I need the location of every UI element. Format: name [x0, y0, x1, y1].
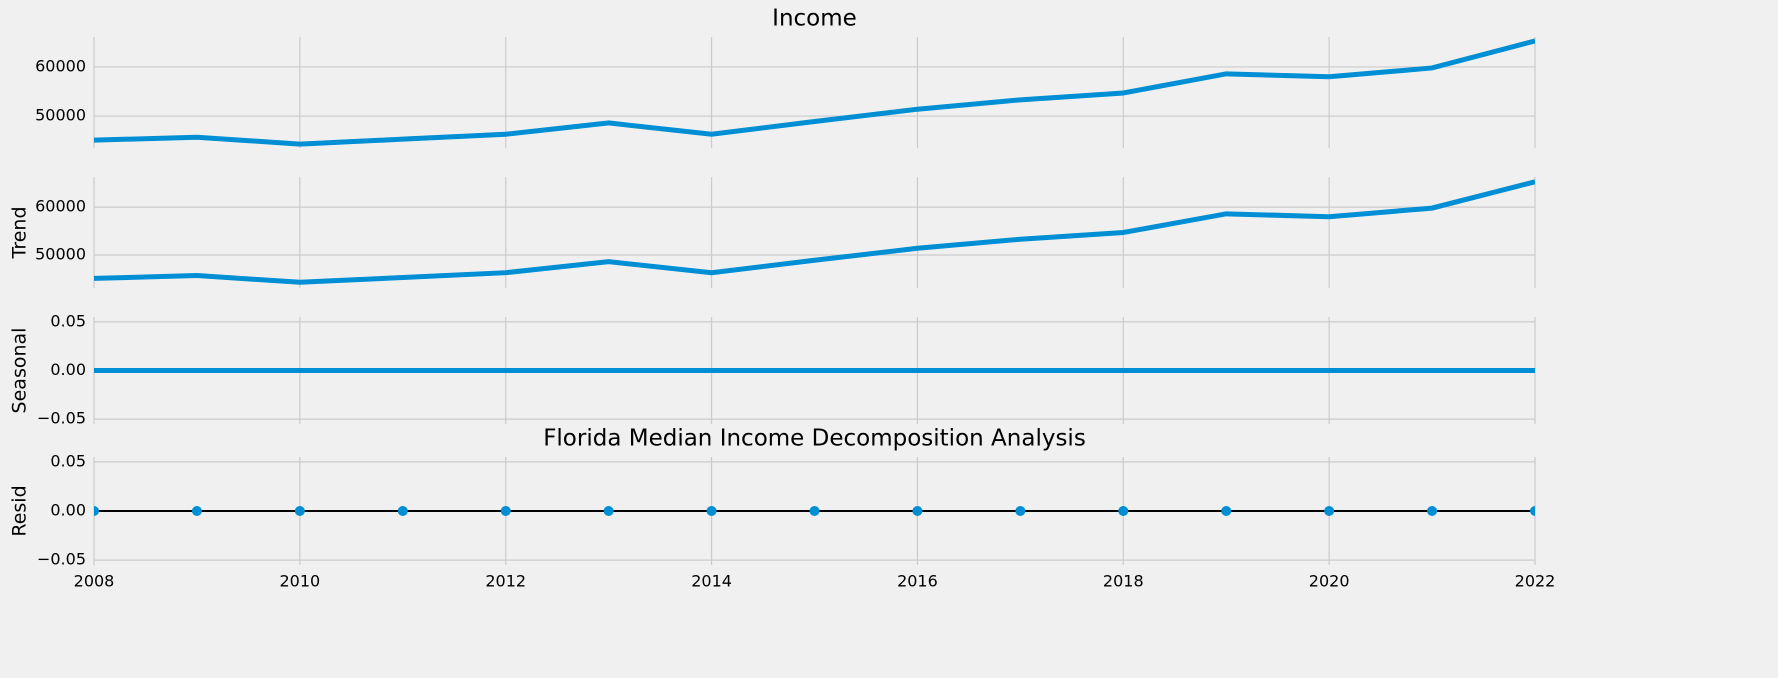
- point: [706, 506, 717, 516]
- y-axis-label: Seasonal: [9, 328, 31, 414]
- point: [809, 506, 820, 516]
- x-tick-label: 2020: [1309, 572, 1350, 591]
- point: [397, 506, 408, 516]
- point: [191, 506, 202, 516]
- point: [1427, 506, 1438, 516]
- x-tick-label: 2012: [485, 572, 526, 591]
- x-tick-label: 2018: [1103, 572, 1144, 591]
- point: [94, 506, 99, 516]
- y-tick-label: 0.05: [50, 451, 86, 470]
- y-tick-label: 60000: [35, 197, 86, 216]
- point: [500, 506, 511, 516]
- y-tick-label: 0.00: [50, 501, 86, 520]
- point: [1324, 506, 1335, 516]
- point: [1118, 506, 1129, 516]
- y-tick-label: 50000: [35, 244, 86, 263]
- x-tick-label: 2014: [691, 572, 732, 591]
- y-tick-label: −0.05: [37, 550, 86, 569]
- x-tick-label: 2010: [279, 572, 320, 591]
- plot: [94, 38, 1535, 147]
- point: [1221, 506, 1232, 516]
- plot: [94, 506, 1535, 516]
- y-tick-label: −0.05: [37, 409, 86, 428]
- series-line: [94, 38, 1535, 147]
- x-tick-label: 2016: [897, 572, 938, 591]
- panel-title: Florida Median Income Decomposition Anal…: [543, 426, 1086, 452]
- y-tick-label: 50000: [35, 106, 86, 125]
- y-axis-label: Resid: [9, 485, 31, 536]
- y-axis-label: Trend: [9, 207, 31, 260]
- y-tick-label: 0.05: [50, 311, 86, 330]
- y-tick-label: 0.00: [50, 360, 86, 379]
- point: [294, 506, 305, 516]
- series-line: [94, 179, 1535, 285]
- y-tick-label: 60000: [35, 56, 86, 75]
- x-tick-label: 2022: [1515, 572, 1556, 591]
- point: [912, 506, 923, 516]
- panel-title: Income: [772, 6, 857, 32]
- plot: [94, 179, 1535, 285]
- x-tick-label: 2008: [74, 572, 115, 591]
- point: [1015, 506, 1026, 516]
- point: [603, 506, 614, 516]
- point: [1530, 506, 1535, 516]
